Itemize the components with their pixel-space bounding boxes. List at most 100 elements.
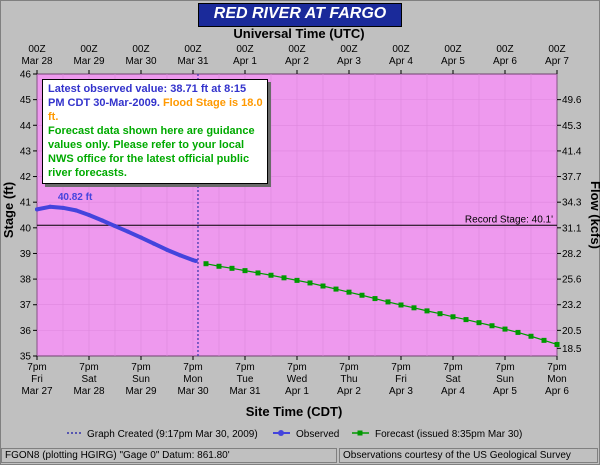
forecast-point bbox=[203, 261, 209, 267]
y-tick-label: 42 bbox=[20, 172, 32, 183]
y-tick-label: 44 bbox=[20, 121, 32, 132]
x-tick-label-time: 7pm bbox=[79, 362, 98, 373]
x-tick-label-date: Mar 27 bbox=[21, 386, 53, 397]
footer-observations-credit: Observations courtesy of the US Geologic… bbox=[339, 448, 598, 463]
y-tick-label: 38 bbox=[20, 275, 32, 286]
observed-point bbox=[193, 258, 198, 263]
x2-tick-label-date: Mar 30 bbox=[125, 56, 157, 67]
x-tick-label-date: Mar 30 bbox=[177, 386, 209, 397]
y2-tick-label: 23.2 bbox=[562, 300, 582, 311]
x-tick-label-date: Mar 29 bbox=[125, 386, 157, 397]
y2-tick-label: 41.4 bbox=[562, 146, 582, 157]
forecast-point bbox=[346, 289, 352, 295]
x2-tick-label-date: Apr 1 bbox=[233, 56, 257, 67]
title-bar: RED RIVER AT FARGO bbox=[198, 3, 402, 27]
x-tick-label-time: 7pm bbox=[287, 362, 306, 373]
observed-point bbox=[48, 204, 52, 209]
x2-tick-label-date: Apr 7 bbox=[545, 56, 569, 67]
x2-tick-label-time: 00Z bbox=[496, 44, 513, 55]
x2-tick-label-time: 00Z bbox=[444, 44, 461, 55]
x2-tick-label-date: Apr 5 bbox=[441, 56, 465, 67]
y2-tick-label: 45.3 bbox=[562, 121, 582, 132]
x-tick-label-time: 7pm bbox=[443, 362, 462, 373]
x2-tick-label-date: Mar 28 bbox=[21, 56, 53, 67]
forecast-point bbox=[385, 299, 391, 305]
x-tick-label-day: Sun bbox=[496, 374, 514, 385]
observed-point bbox=[87, 213, 91, 217]
x2-tick-label-time: 00Z bbox=[80, 44, 97, 55]
x-tick-label-date: Apr 6 bbox=[545, 386, 569, 397]
x-tick-label-date: Apr 5 bbox=[493, 386, 517, 397]
x2-tick-label-date: Mar 31 bbox=[177, 56, 209, 67]
right-axis-title: Flow (kcfs) bbox=[588, 181, 600, 249]
legend-graph-created: Graph Created (9:17pm Mar 30, 2009) bbox=[87, 429, 258, 440]
left-axis-title: Stage (ft) bbox=[1, 182, 16, 238]
x-tick-label-day: Sat bbox=[81, 374, 96, 385]
y-tick-label: 43 bbox=[20, 146, 32, 157]
forecast-point bbox=[268, 272, 274, 278]
latest-observed-text: Latest observed value: 38.71 ft at 8:15 … bbox=[48, 83, 247, 109]
observed-point bbox=[152, 241, 156, 246]
forecast-point bbox=[554, 341, 560, 347]
y2-tick-label: 25.6 bbox=[562, 275, 582, 286]
y2-tick-label: 28.2 bbox=[562, 249, 582, 260]
x-tick-label-time: 7pm bbox=[339, 362, 358, 373]
x2-tick-label-date: Apr 2 bbox=[285, 56, 309, 67]
x2-tick-label-date: Apr 3 bbox=[337, 56, 361, 67]
forecast-point bbox=[229, 265, 235, 271]
x2-tick-label-date: Apr 6 bbox=[493, 56, 517, 67]
y2-tick-label: 31.1 bbox=[562, 223, 582, 234]
x-tick-label-time: 7pm bbox=[131, 362, 150, 373]
forecast-point bbox=[307, 280, 313, 286]
bottom-axis-title: Site Time (CDT) bbox=[246, 404, 343, 419]
forecast-point bbox=[281, 275, 287, 281]
x2-tick-label-time: 00Z bbox=[184, 44, 201, 55]
x-tick-label-date: Mar 31 bbox=[229, 386, 261, 397]
x-tick-label-day: Fri bbox=[31, 374, 43, 385]
y2-tick-label: 37.7 bbox=[562, 172, 582, 183]
y2-tick-label: 49.6 bbox=[562, 95, 582, 106]
observed-series-line bbox=[35, 204, 198, 263]
forecast-point bbox=[242, 268, 248, 274]
forecast-point bbox=[411, 305, 417, 311]
forecast-point bbox=[333, 286, 339, 292]
forecast-series-line bbox=[205, 263, 558, 346]
forecast-point bbox=[476, 320, 482, 326]
x-tick-label-time: 7pm bbox=[547, 362, 566, 373]
forecast-point bbox=[320, 283, 326, 289]
y-tick-label: 40 bbox=[20, 223, 32, 234]
forecast-point bbox=[424, 308, 430, 314]
x-tick-label-time: 7pm bbox=[495, 362, 514, 373]
x-tick-label-time: 7pm bbox=[183, 362, 202, 373]
observed-point bbox=[35, 207, 39, 212]
observed-point bbox=[165, 247, 169, 252]
forecast-point bbox=[541, 337, 547, 343]
x2-tick-label-time: 00Z bbox=[288, 44, 305, 55]
x-tick-label-day: Wed bbox=[287, 374, 307, 385]
x2-tick-label-time: 00Z bbox=[340, 44, 357, 55]
forecast-point bbox=[294, 277, 300, 283]
x-tick-label-day: Sat bbox=[445, 374, 460, 385]
forecast-point bbox=[502, 326, 508, 332]
forecast-point bbox=[463, 317, 469, 323]
observed-point bbox=[113, 224, 117, 229]
forecast-point bbox=[372, 296, 378, 302]
forecast-point bbox=[515, 329, 521, 335]
observed-point bbox=[139, 235, 143, 240]
y-tick-label: 45 bbox=[20, 95, 32, 106]
forecast-point bbox=[216, 263, 222, 269]
y2-tick-label: 20.5 bbox=[562, 326, 582, 337]
y2-tick-label: 34.3 bbox=[562, 198, 582, 209]
x-tick-label-date: Apr 2 bbox=[337, 386, 361, 397]
x-tick-label-day: Mon bbox=[183, 374, 202, 385]
observed-point bbox=[126, 229, 130, 234]
forecast-point bbox=[255, 270, 261, 276]
x2-tick-label-time: 00Z bbox=[28, 44, 45, 55]
footer-gage-info: FGON8 (plotting HGIRG) "Gage 0" Datum: 8… bbox=[1, 448, 337, 463]
observed-point bbox=[178, 253, 182, 258]
x-tick-label-date: Apr 1 bbox=[285, 386, 309, 397]
record-stage-label: Record Stage: 40.1' bbox=[465, 214, 553, 225]
legend: Graph Created (9:17pm Mar 30, 2009) Obse… bbox=[67, 429, 522, 440]
y-tick-label: 37 bbox=[20, 300, 32, 311]
